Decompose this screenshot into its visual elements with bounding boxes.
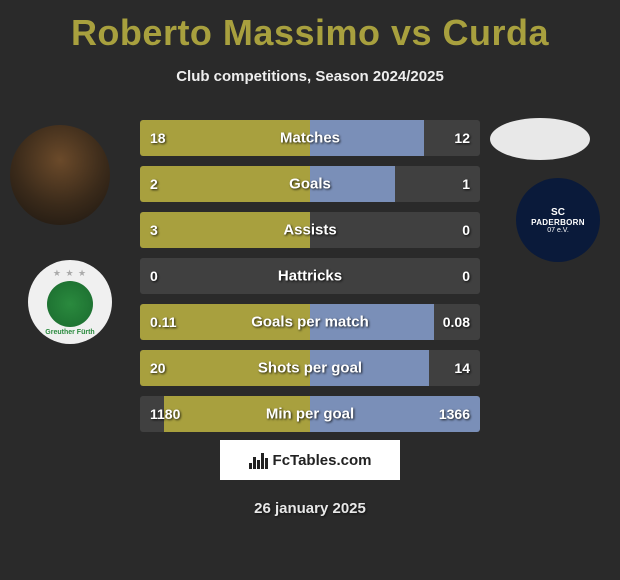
player1-club-badge: ★ ★ ★ Greuther Fürth xyxy=(28,260,112,344)
stat-label: Shots per goal xyxy=(258,360,362,377)
stat-value-right: 1 xyxy=(462,176,470,192)
player2-avatar xyxy=(490,118,590,160)
player2-club-badge: SC PADERBORN 07 e.V. xyxy=(516,178,600,262)
source-brand-text: FcTables.com xyxy=(273,452,372,469)
stat-value-left: 2 xyxy=(150,176,158,192)
stat-value-right: 0 xyxy=(462,222,470,238)
club1-name: Greuther Fürth xyxy=(45,329,94,336)
stat-value-left: 3 xyxy=(150,222,158,238)
stat-value-right: 12 xyxy=(454,130,470,146)
stat-value-left: 0 xyxy=(150,268,158,284)
player1-avatar xyxy=(10,125,110,225)
source-logo: FcTables.com xyxy=(220,440,400,480)
stat-value-right: 14 xyxy=(454,360,470,376)
stat-value-left: 20 xyxy=(150,360,166,376)
stat-row: 3 0 Assists xyxy=(140,212,480,248)
stat-label: Goals per match xyxy=(251,314,369,331)
stat-value-left: 1180 xyxy=(150,406,180,422)
stat-row: 18 12 Matches xyxy=(140,120,480,156)
stat-value-right: 0 xyxy=(462,268,470,284)
stat-label: Goals xyxy=(289,176,331,193)
stars-icon: ★ ★ ★ xyxy=(53,268,87,279)
club2-sc: SC xyxy=(551,207,565,218)
stat-bar-left xyxy=(140,166,310,202)
stat-row: 20 14 Shots per goal xyxy=(140,350,480,386)
stat-row: 0 0 Hattricks xyxy=(140,258,480,294)
stat-row: 2 1 Goals xyxy=(140,166,480,202)
stat-label: Matches xyxy=(280,130,340,147)
stat-value-left: 0.11 xyxy=(150,314,176,330)
comparison-title: Roberto Massimo vs Curda xyxy=(0,0,620,54)
club2-year: 07 e.V. xyxy=(547,227,569,234)
stat-label: Min per goal xyxy=(266,406,354,423)
barchart-icon xyxy=(249,451,267,469)
club2-name: PADERBORN xyxy=(531,218,585,227)
stat-value-right: 0.08 xyxy=(443,314,470,330)
comparison-subtitle: Club competitions, Season 2024/2025 xyxy=(0,68,620,85)
club-ball-icon xyxy=(47,281,93,327)
stat-row: 1180 1366 Min per goal xyxy=(140,396,480,432)
snapshot-date: 26 january 2025 xyxy=(254,500,366,517)
stat-value-right: 1366 xyxy=(439,406,470,422)
stat-row: 0.11 0.08 Goals per match xyxy=(140,304,480,340)
comparison-bars: 18 12 Matches 2 1 Goals 3 0 Assists 0 0 Hattricks 0.… xyxy=(140,120,480,442)
stat-label: Assists xyxy=(283,222,336,239)
stat-label: Hattricks xyxy=(278,268,342,285)
stat-fill-left xyxy=(140,166,310,202)
stat-bar-right xyxy=(310,166,480,202)
stat-value-left: 18 xyxy=(150,130,166,146)
